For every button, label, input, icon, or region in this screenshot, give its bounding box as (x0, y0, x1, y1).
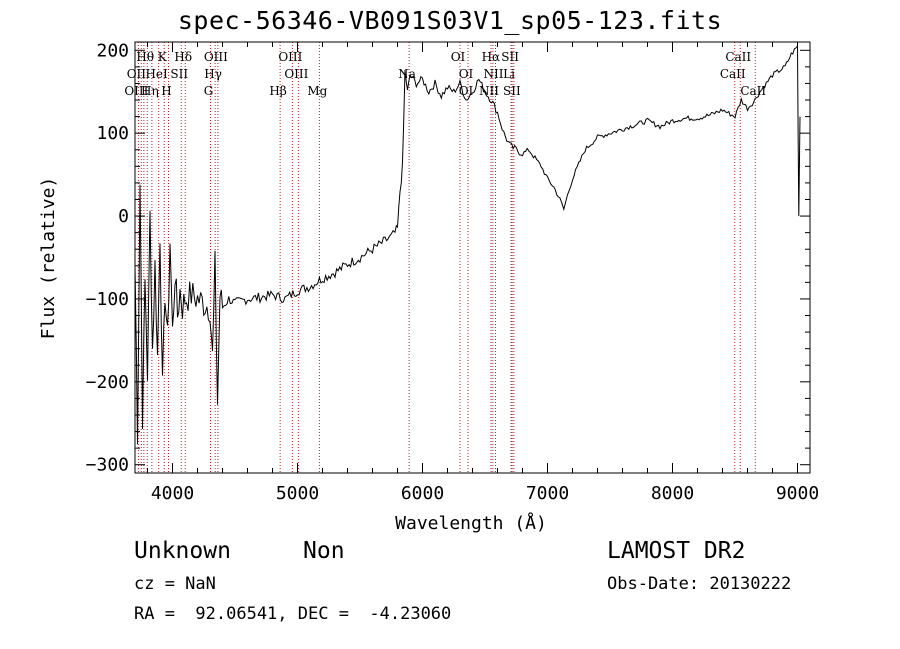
line-annotation: Mg (307, 84, 327, 98)
y-tick-label: 200 (96, 40, 129, 61)
line-annotation: OI (451, 50, 466, 64)
redshift-text: cz = NaN (134, 574, 216, 594)
line-annotation: NII (479, 84, 499, 98)
line-markers (137, 42, 756, 473)
x-axis-label: Wavelength (Å) (395, 512, 547, 534)
y-axis-ticks: −300 −200 −100 0 100 200 (86, 40, 810, 476)
x-tick-label: 7000 (526, 483, 569, 504)
line-annotation: SII (501, 50, 519, 64)
survey-label: LAMOST DR2 (607, 538, 746, 564)
line-annotation: Hη (141, 84, 159, 98)
spectrum-line (134, 44, 801, 445)
axes-frame (134, 41, 811, 474)
y-axis-label: Flux (relative) (38, 177, 59, 340)
line-annotation: HeI (145, 67, 168, 81)
x-tick-label: 5000 (276, 483, 319, 504)
observation-date: Obs-Date: 20130222 (607, 574, 792, 594)
coordinates-text: RA = 92.06541, DEC = -4.23060 (134, 604, 452, 624)
line-annotation: Hδ (174, 50, 192, 64)
y-tick-label: −100 (86, 289, 129, 310)
line-annotation: CaII (725, 50, 751, 64)
y-tick-label: −200 (86, 372, 129, 393)
subclass-label: Non (303, 538, 345, 564)
line-annotation: OI (459, 67, 474, 81)
line-annotation: OIII (284, 67, 308, 81)
spectrum-series (134, 44, 801, 445)
line-annotation: Hθ (136, 50, 154, 64)
line-annotation: CaII (720, 67, 746, 81)
chart-title: spec-56346-VB091S03V1_sp05-123.fits (177, 6, 723, 35)
y-tick-label: 100 (96, 123, 129, 144)
x-tick-label: 9000 (776, 483, 819, 504)
line-annotation: OII (127, 67, 147, 81)
line-annotation: H (161, 84, 171, 98)
x-tick-label: 4000 (151, 483, 194, 504)
line-annotation: Hγ (204, 67, 222, 81)
line-annotation: Li (503, 67, 515, 81)
line-annotation: Hα (482, 50, 501, 64)
x-tick-label: 6000 (401, 483, 444, 504)
line-annotation: G (204, 84, 214, 98)
line-annotation: OIII (204, 50, 228, 64)
line-annotation: OIII (124, 84, 148, 98)
line-annotation: SII (503, 84, 521, 98)
line-annotation: NII (484, 67, 504, 81)
line-annotation: Hβ (269, 84, 286, 98)
line-annotation: OI (459, 84, 474, 98)
line-annotation: OIII (278, 50, 302, 64)
line-annotation: SII (170, 67, 188, 81)
x-axis-ticks: 4000 5000 6000 7000 8000 9000 (147, 42, 819, 504)
x-tick-label: 8000 (651, 483, 694, 504)
line-annotation: Na (398, 67, 416, 81)
y-tick-label: 0 (118, 206, 129, 227)
line-annotation: K (158, 50, 168, 64)
y-tick-label: −300 (86, 455, 129, 476)
line-annotation: CaII (740, 84, 766, 98)
classification-label: Unknown (134, 538, 231, 564)
